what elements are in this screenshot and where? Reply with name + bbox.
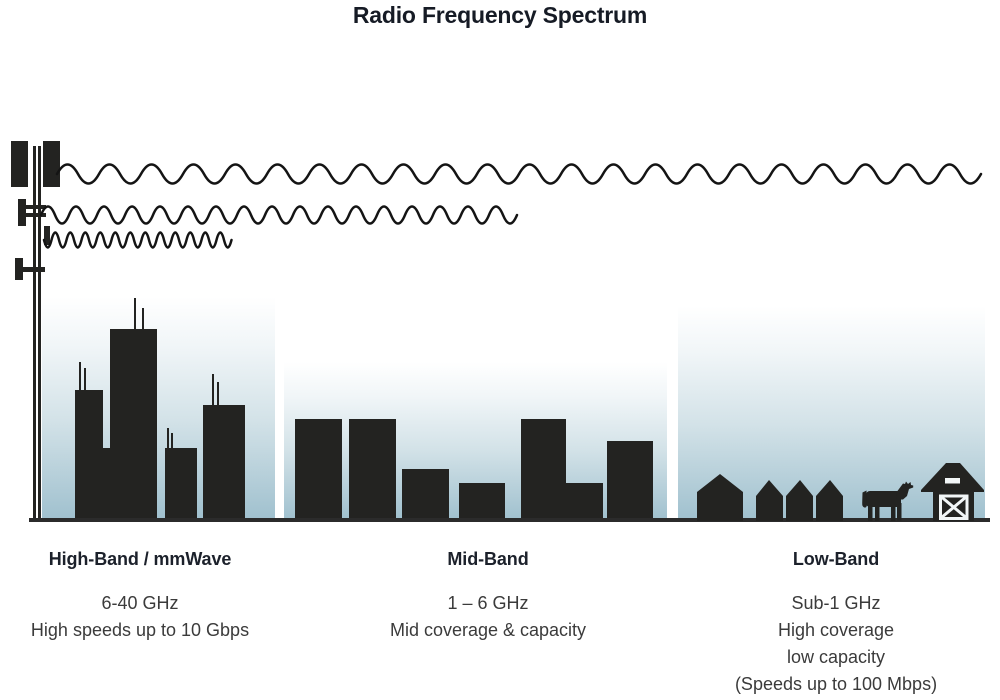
band-frequency-range: 1 – 6 GHz [447,593,529,613]
house-icon [697,474,743,521]
building-icon [607,441,653,521]
skyscraper-icon [75,390,103,521]
band-heading: High-Band / mmWave [48,549,232,569]
mid-frequency-wave-icon [39,205,519,225]
low-band-label: Low-Band Sub-1 GHz High coverage low cap… [696,549,976,698]
skyscraper-icon [203,405,245,521]
band-heading: Low-Band [792,549,880,569]
building-icon [566,483,603,521]
tower-antenna-panel [11,141,28,187]
band-description: High speeds up to 10 Gbps [30,620,250,640]
rooftop-antenna-icon [142,308,144,329]
tower-crossarm [20,213,46,217]
low-frequency-wave-icon [55,163,983,185]
house-icon [756,480,783,521]
tower-crossarm [17,267,45,272]
house-icon [816,480,843,521]
low-band-scene [697,463,984,521]
high-band-label: High-Band / mmWave 6-40 GHz High speeds … [0,549,280,644]
band-description: (Speeds up to 100 Mbps) [734,674,938,694]
rooftop-antenna-icon [217,382,219,405]
building-icon [521,419,566,521]
band-frequency-range: Sub-1 GHz [791,593,881,613]
cow-icon [862,481,914,521]
rooftop-antenna-icon [212,374,214,405]
band-heading: Mid-Band [447,549,529,569]
band-description: low capacity [786,647,886,667]
tower-antenna-panel [43,141,60,187]
high-frequency-wave-icon [42,231,233,249]
building-icon [402,469,449,521]
house-icon [786,480,813,521]
building-icon [459,483,505,521]
page-title: Radio Frequency Spectrum [352,2,648,28]
mid-band-label: Mid-Band 1 – 6 GHz Mid coverage & capaci… [348,549,628,644]
building-icon [349,419,396,521]
skyscraper-icon [165,448,197,521]
rooftop-antenna-icon [134,298,136,329]
rooftop-antenna-icon [84,368,86,390]
band-description: Mid coverage & capacity [389,620,587,640]
rooftop-antenna-icon [171,433,173,448]
skyscraper-base [103,448,111,521]
band-description: High coverage [777,620,895,640]
tower-antenna-panel [44,226,50,245]
rooftop-antenna-icon [79,362,81,390]
skyscraper-icon [110,329,157,521]
rooftop-antenna-icon [167,428,169,448]
barn-icon [921,463,984,521]
ground-line [29,518,990,522]
tower-mast [38,146,41,521]
tower-crossarm [20,205,46,209]
band-frequency-range: 6-40 GHz [101,593,179,613]
tower-antenna-panel [18,199,26,226]
building-icon [295,419,342,521]
tower-mast [33,146,36,521]
